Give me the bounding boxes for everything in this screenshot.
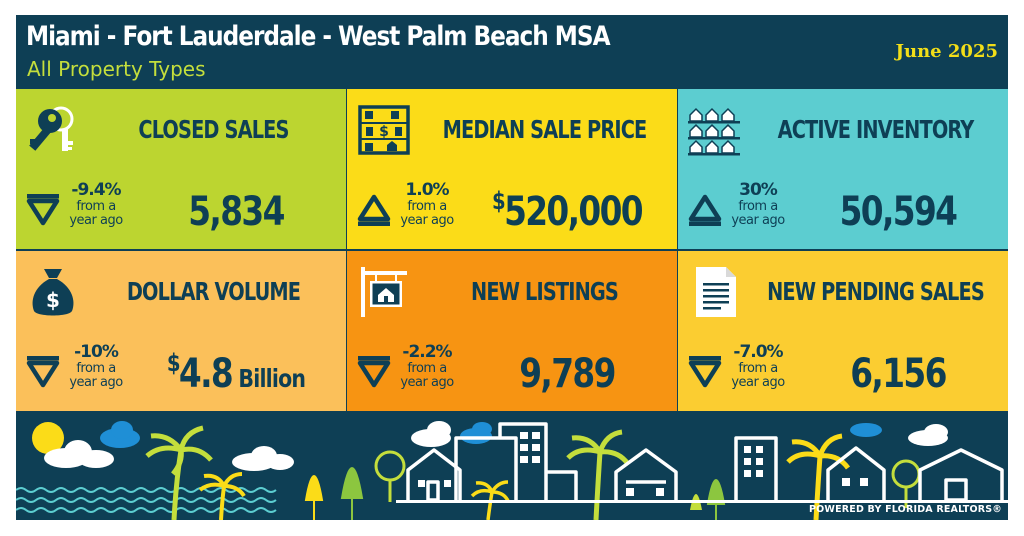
metric-label: MEDIAN SALE PRICE: [442, 115, 648, 144]
tree-icon: [340, 467, 364, 520]
arrow-down-icon: [26, 356, 60, 388]
document-icon: [696, 267, 736, 317]
metric-change: -7.0%: [733, 342, 783, 362]
building-icon: [734, 436, 778, 500]
svg-text:$: $: [379, 124, 389, 140]
header: Miami - Fort Lauderdale - West Palm Beac…: [16, 15, 1008, 87]
house-icon: [406, 448, 462, 500]
tile-active-inventory: ACTIVE INVENTORY 30% from a year ago 50,…: [678, 89, 1008, 249]
infographic-frame: Miami - Fort Lauderdale - West Palm Beac…: [16, 15, 1008, 520]
metric-change-caption: from a year ago: [731, 361, 785, 390]
metric-change-caption: from a year ago: [400, 361, 454, 390]
palm-tree-icon: [566, 429, 631, 520]
cloud-icon: [44, 440, 114, 468]
tree-icon: [304, 475, 324, 520]
metric-change: -10%: [74, 342, 119, 362]
metric-value: $520,000: [492, 187, 644, 235]
svg-text:$: $: [46, 288, 60, 312]
metric-label: NEW LISTINGS: [470, 277, 619, 306]
palm-tree-icon: [470, 480, 510, 520]
metric-change: -2.2%: [402, 342, 452, 362]
powered-by-credit: POWERED BY FLORIDA REALTORS®: [808, 504, 1002, 515]
palm-tree-icon: [145, 425, 213, 520]
page-subtitle: All Property Types: [27, 57, 206, 81]
cloud-icon: [460, 422, 492, 444]
tree-icon: [690, 494, 702, 520]
metric-change: 1.0%: [405, 180, 449, 200]
arrow-up-icon: [688, 194, 722, 226]
tile-new-listings: NEW LISTINGS -2.2% from a year ago 9,789: [347, 251, 677, 411]
for-sale-sign-icon: [361, 267, 407, 317]
cloud-icon: [100, 421, 140, 448]
metric-label: CLOSED SALES: [138, 115, 289, 144]
palm-tree-icon: [786, 433, 851, 520]
metric-change-caption: from a year ago: [69, 361, 123, 390]
metric-label: ACTIVE INVENTORY: [777, 115, 975, 144]
metric-value: $4.8 Billion: [166, 349, 306, 397]
tile-dollar-volume: $ DOLLAR VOLUME -10% from a year ago $4.…: [16, 251, 346, 411]
house-icon: [918, 448, 1004, 500]
tree-icon: [374, 450, 406, 502]
metric-change: -9.4%: [71, 180, 121, 200]
metric-label: NEW PENDING SALES: [767, 277, 985, 306]
metric-value: 5,834: [188, 189, 285, 235]
palm-tree-icon: [198, 472, 246, 520]
waves: [16, 487, 277, 513]
metric-value: 50,594: [839, 189, 958, 235]
skyline-illustration: [16, 421, 1008, 520]
report-date: June 2025: [895, 41, 998, 62]
metric-change-caption: from a year ago: [400, 199, 454, 228]
tile-closed-sales: CLOSED SALES -9.4% from a year ago 5,834: [16, 89, 346, 249]
arrow-down-icon: [688, 356, 722, 388]
cloud-icon: [411, 421, 451, 447]
tile-new-pending-sales: NEW PENDING SALES -7.0% from a year ago …: [678, 251, 1008, 411]
metric-value: 9,789: [519, 351, 616, 397]
building-icon: [498, 422, 548, 500]
metric-change: 30%: [739, 180, 778, 200]
metric-change-caption: from a year ago: [69, 199, 123, 228]
house-icon: [614, 448, 678, 500]
tile-median-sale-price: $ MEDIAN SALE PRICE 1.0% from a year ago…: [347, 89, 677, 249]
metric-value: 6,156: [850, 351, 947, 397]
building-icon: [546, 470, 578, 500]
door-icon: [426, 480, 440, 502]
keys-icon: [29, 106, 74, 151]
arrow-down-icon: [357, 356, 391, 388]
abacus-icon: $: [358, 105, 410, 155]
building-icon: [454, 436, 518, 500]
sun-icon: [32, 422, 64, 454]
metric-change-caption: from a year ago: [731, 199, 785, 228]
money-bag-icon: $: [32, 269, 74, 316]
page-title: Miami - Fort Lauderdale - West Palm Beac…: [26, 21, 611, 52]
cloud-icon: [850, 423, 882, 437]
cloud-icon: [232, 446, 294, 471]
houses-grid-icon: [688, 107, 740, 156]
metric-label: DOLLAR VOLUME: [126, 277, 301, 306]
house-icon: [826, 446, 886, 500]
cloud-icon: [908, 424, 948, 446]
arrow-up-icon: [357, 194, 391, 226]
arrow-down-icon: [26, 194, 60, 226]
